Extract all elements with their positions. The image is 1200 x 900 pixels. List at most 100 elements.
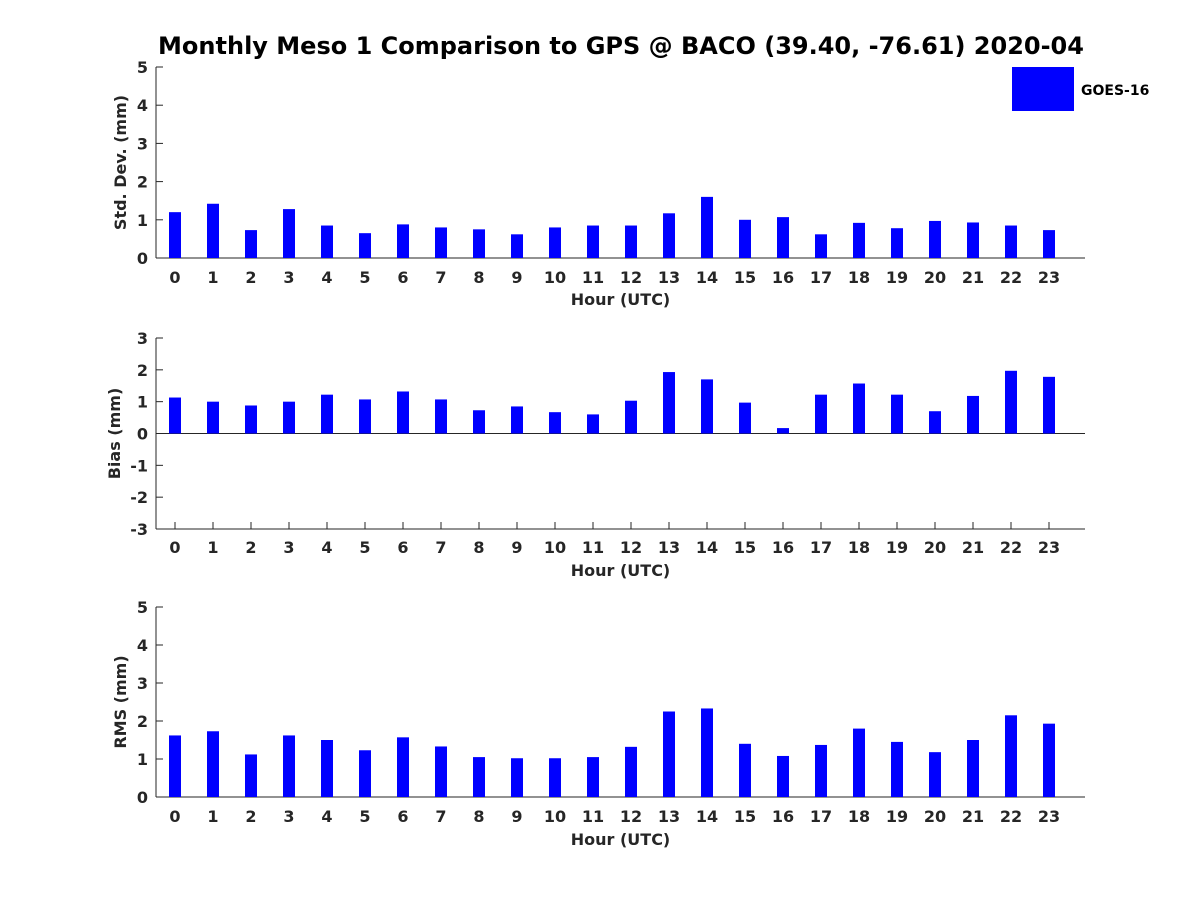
bar	[435, 399, 447, 434]
y-tick-label: 2	[137, 712, 148, 731]
x-tick-label: 9	[511, 538, 522, 557]
bar	[359, 750, 371, 797]
x-tick-label: 8	[473, 268, 484, 287]
bar	[549, 758, 561, 797]
legend-label: GOES-16	[1081, 83, 1149, 99]
x-axis-label: Hour (UTC)	[571, 830, 671, 849]
bar	[1005, 715, 1017, 797]
x-tick-label: 9	[511, 268, 522, 287]
x-tick-label: 1	[207, 538, 218, 557]
y-tick-label: 0	[137, 425, 148, 444]
x-tick-label: 20	[924, 538, 946, 557]
bar	[473, 229, 485, 258]
x-tick-label: 2	[245, 807, 256, 826]
x-tick-label: 14	[696, 807, 718, 826]
y-tick-label: 2	[137, 173, 148, 192]
x-tick-label: 13	[658, 807, 680, 826]
x-tick-label: 15	[734, 268, 756, 287]
x-tick-label: 23	[1038, 268, 1060, 287]
bar	[169, 212, 181, 258]
x-tick-label: 4	[321, 807, 332, 826]
x-tick-label: 11	[582, 268, 604, 287]
bar	[663, 213, 675, 258]
bar	[739, 743, 751, 797]
y-tick-label: 4	[137, 96, 148, 115]
x-tick-label: 22	[1000, 268, 1022, 287]
x-tick-label: 1	[207, 268, 218, 287]
x-tick-label: 5	[359, 268, 370, 287]
x-tick-label: 2	[245, 538, 256, 557]
bar	[929, 411, 941, 434]
x-tick-label: 22	[1000, 807, 1022, 826]
bar	[169, 735, 181, 797]
y-tick-label: 1	[137, 393, 148, 412]
bar	[663, 372, 675, 434]
bar	[207, 731, 219, 797]
x-tick-label: 22	[1000, 538, 1022, 557]
bar	[967, 395, 979, 434]
bar	[549, 412, 561, 434]
x-tick-label: 18	[848, 807, 870, 826]
bar	[777, 217, 789, 258]
bar	[853, 383, 865, 434]
x-tick-label: 6	[397, 268, 408, 287]
bar	[359, 399, 371, 434]
x-tick-label: 9	[511, 807, 522, 826]
bar	[701, 196, 713, 258]
bar	[891, 394, 903, 434]
y-tick-label: -3	[130, 520, 148, 539]
bar	[625, 400, 637, 434]
bar	[511, 758, 523, 797]
x-tick-label: 19	[886, 538, 908, 557]
legend: GOES-16	[1012, 67, 1149, 111]
x-tick-label: 7	[435, 807, 446, 826]
x-tick-label: 19	[886, 268, 908, 287]
x-tick-label: 5	[359, 807, 370, 826]
bar	[625, 225, 637, 258]
x-tick-label: 16	[772, 268, 794, 287]
x-tick-label: 15	[734, 538, 756, 557]
bar	[587, 757, 599, 797]
bar	[435, 227, 447, 258]
bar	[853, 728, 865, 797]
bar	[511, 234, 523, 258]
x-tick-label: 19	[886, 807, 908, 826]
x-tick-label: 0	[169, 268, 180, 287]
bar	[397, 391, 409, 434]
x-tick-label: 21	[962, 268, 984, 287]
bar	[967, 222, 979, 258]
legend-swatch	[1012, 67, 1074, 111]
x-tick-label: 12	[620, 268, 642, 287]
bar	[359, 233, 371, 258]
x-tick-label: 12	[620, 538, 642, 557]
x-tick-label: 6	[397, 538, 408, 557]
y-tick-label: 2	[137, 361, 148, 380]
bar	[321, 740, 333, 797]
x-tick-label: 8	[473, 807, 484, 826]
x-tick-label: 15	[734, 807, 756, 826]
x-tick-label: 17	[810, 807, 832, 826]
y-axis-label: Bias (mm)	[105, 388, 124, 480]
x-tick-label: 14	[696, 268, 718, 287]
bar	[435, 746, 447, 797]
x-tick-label: 17	[810, 538, 832, 557]
bar	[245, 405, 257, 434]
x-tick-label: 21	[962, 538, 984, 557]
x-axis-label: Hour (UTC)	[571, 561, 671, 580]
x-tick-label: 10	[544, 807, 566, 826]
x-tick-label: 11	[582, 538, 604, 557]
bar	[929, 220, 941, 258]
bar	[321, 225, 333, 258]
bar	[701, 708, 713, 797]
bar	[777, 755, 789, 797]
x-tick-label: 20	[924, 268, 946, 287]
x-tick-label: 7	[435, 268, 446, 287]
x-tick-label: 10	[544, 538, 566, 557]
x-tick-label: 13	[658, 268, 680, 287]
y-tick-label: 3	[137, 674, 148, 693]
bar	[283, 401, 295, 434]
bar	[777, 428, 789, 434]
bar	[169, 397, 181, 434]
